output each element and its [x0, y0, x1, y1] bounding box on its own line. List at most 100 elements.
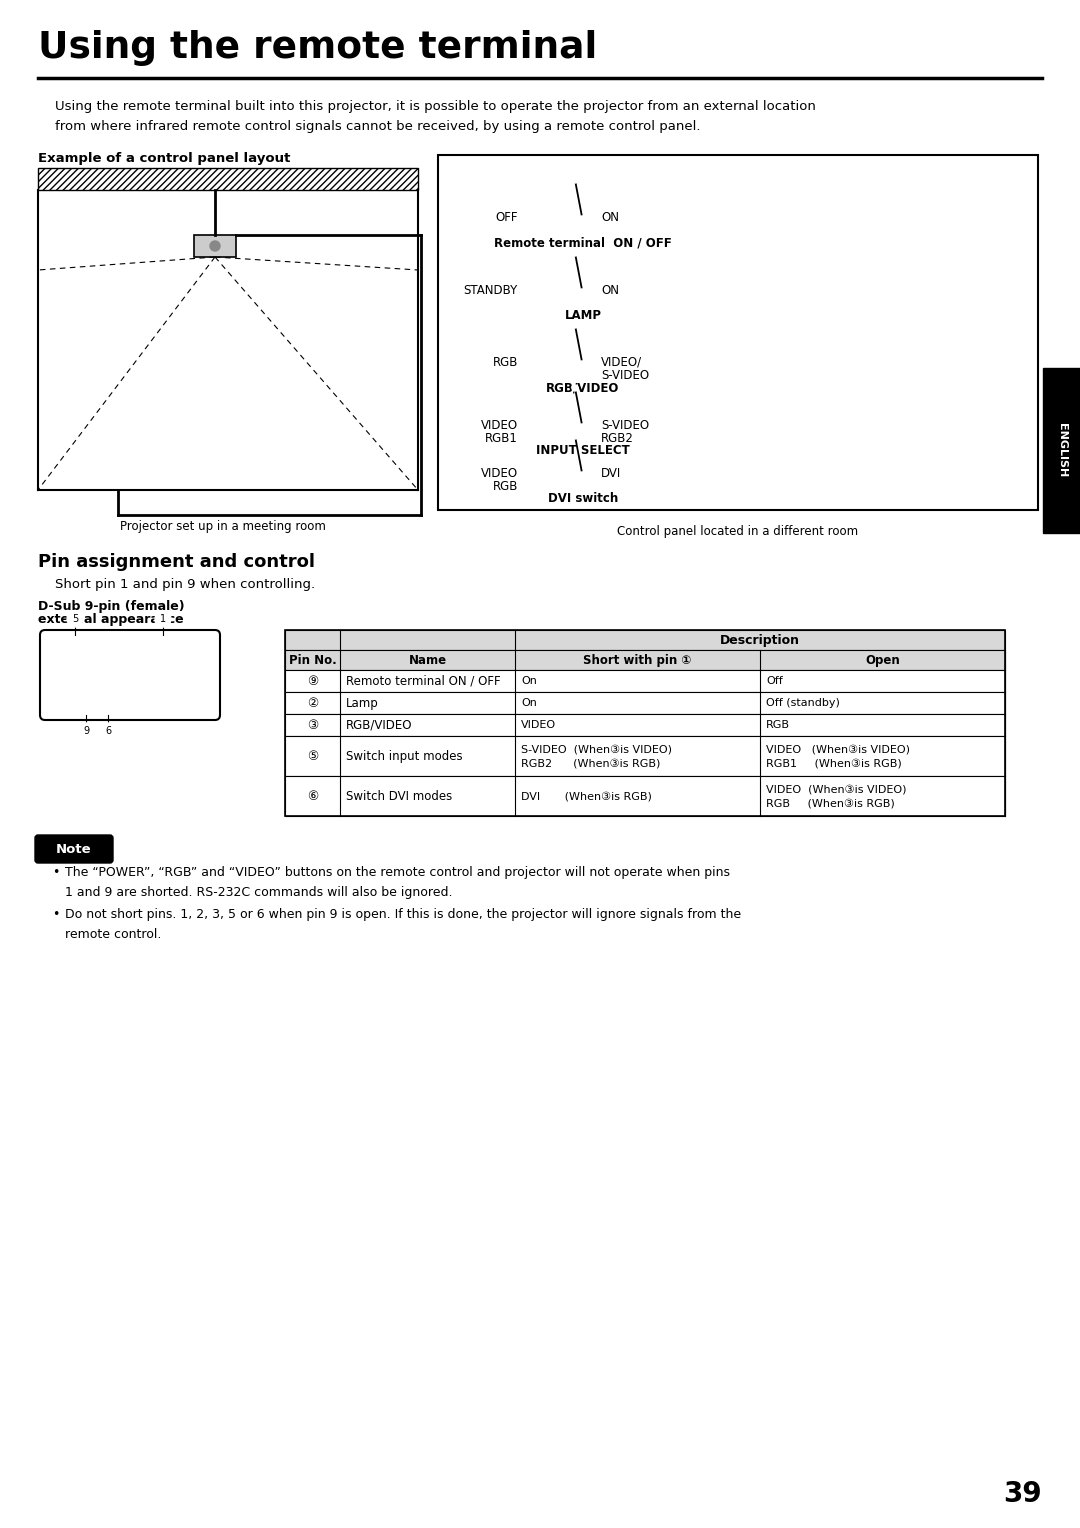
- Circle shape: [113, 654, 125, 666]
- Bar: [285, 669, 1005, 692]
- Bar: [285, 630, 1005, 816]
- Text: S-VIDEO: S-VIDEO: [600, 419, 649, 431]
- Text: ON: ON: [600, 211, 619, 223]
- Text: Do not short pins. 1, 2, 3, 5 or 6 when pin 9 is open. If this is done, the proj: Do not short pins. 1, 2, 3, 5 or 6 when …: [65, 908, 741, 941]
- Text: ⑨: ⑨: [307, 674, 319, 688]
- Circle shape: [124, 685, 136, 695]
- Bar: [285, 630, 1005, 649]
- Bar: [285, 692, 1005, 714]
- FancyBboxPatch shape: [35, 834, 113, 863]
- Circle shape: [572, 322, 578, 329]
- Text: 39: 39: [1003, 1481, 1042, 1508]
- Circle shape: [43, 652, 57, 668]
- Circle shape: [577, 289, 589, 301]
- Circle shape: [203, 683, 217, 697]
- Bar: [285, 736, 1005, 776]
- Text: Name: Name: [408, 654, 446, 666]
- Text: On: On: [521, 675, 537, 686]
- Text: RGB: RGB: [492, 480, 518, 492]
- Bar: [38, 168, 418, 189]
- Circle shape: [100, 723, 116, 740]
- Text: VIDEO   (When③is VIDEO)
RGB1     (When③is RGB): VIDEO (When③is VIDEO) RGB1 (When③is RGB): [766, 744, 910, 769]
- Text: INPUT SELECT: INPUT SELECT: [536, 445, 630, 457]
- Circle shape: [577, 472, 589, 484]
- Text: external appearance: external appearance: [38, 613, 184, 626]
- Bar: [1043, 368, 1080, 533]
- Text: Description: Description: [720, 634, 800, 646]
- Text: The “POWER”, “RGB” and “VIDEO” buttons on the remote control and projector will : The “POWER”, “RGB” and “VIDEO” buttons o…: [65, 866, 730, 898]
- Text: On: On: [521, 698, 537, 707]
- Text: RGB: RGB: [766, 720, 789, 730]
- Text: Off: Off: [766, 675, 783, 686]
- Text: RGB/VIDEO: RGB/VIDEO: [346, 718, 413, 732]
- Circle shape: [577, 361, 589, 373]
- Text: Pin No.: Pin No.: [288, 654, 336, 666]
- Bar: [285, 714, 1005, 736]
- Text: Off (standby): Off (standby): [766, 698, 840, 707]
- Text: Projector set up in a meeting room: Projector set up in a meeting room: [120, 520, 326, 533]
- Circle shape: [69, 654, 81, 666]
- Circle shape: [102, 685, 114, 695]
- Text: Using the remote terminal built into this projector, it is possible to operate t: Using the remote terminal built into thi…: [55, 99, 815, 133]
- Text: Remoto terminal ON / OFF: Remoto terminal ON / OFF: [346, 674, 501, 688]
- Circle shape: [67, 611, 83, 626]
- Bar: [285, 776, 1005, 816]
- Text: 9: 9: [83, 726, 89, 736]
- Text: RGB2: RGB2: [600, 431, 634, 445]
- Text: Example of a control panel layout: Example of a control panel layout: [38, 151, 291, 165]
- Circle shape: [91, 654, 103, 666]
- Text: •: •: [52, 908, 59, 921]
- Circle shape: [572, 177, 578, 183]
- Text: VIDEO: VIDEO: [481, 419, 518, 431]
- Circle shape: [203, 652, 217, 668]
- Circle shape: [156, 611, 171, 626]
- Text: Note: Note: [56, 842, 92, 856]
- Text: Lamp: Lamp: [346, 697, 379, 709]
- Circle shape: [80, 685, 92, 695]
- Text: Open: Open: [865, 654, 900, 666]
- Text: DVI       (When③is RGB): DVI (When③is RGB): [521, 792, 652, 801]
- Text: VIDEO/: VIDEO/: [600, 356, 643, 368]
- Text: Switch input modes: Switch input modes: [346, 750, 462, 762]
- Text: Pin assignment and control: Pin assignment and control: [38, 553, 315, 571]
- Circle shape: [157, 654, 168, 666]
- Text: S-VIDEO  (When③is VIDEO)
RGB2      (When③is RGB): S-VIDEO (When③is VIDEO) RGB2 (When③is RG…: [521, 744, 672, 769]
- Text: ③: ③: [307, 718, 319, 732]
- Text: ENGLISH: ENGLISH: [1056, 423, 1067, 478]
- Text: ⑥: ⑥: [307, 790, 319, 802]
- Text: Short with pin ①: Short with pin ①: [583, 654, 691, 666]
- Text: LAMP: LAMP: [565, 309, 602, 322]
- Text: D-Sub 9-pin (female): D-Sub 9-pin (female): [38, 601, 185, 613]
- Text: RGB1: RGB1: [485, 431, 518, 445]
- Circle shape: [572, 432, 578, 439]
- Circle shape: [78, 723, 94, 740]
- Text: •: •: [52, 866, 59, 879]
- Circle shape: [210, 241, 220, 251]
- Text: Remote terminal  ON / OFF: Remote terminal ON / OFF: [495, 235, 672, 249]
- Text: Control panel located in a different room: Control panel located in a different roo…: [618, 526, 859, 538]
- Text: 1: 1: [160, 614, 166, 623]
- Text: Short pin 1 and pin 9 when controlling.: Short pin 1 and pin 9 when controlling.: [55, 578, 315, 591]
- Text: 6: 6: [105, 726, 111, 736]
- Bar: [438, 154, 1038, 510]
- Circle shape: [135, 654, 147, 666]
- Bar: [194, 235, 237, 257]
- Bar: [285, 649, 1005, 669]
- Circle shape: [577, 215, 589, 228]
- Circle shape: [572, 251, 578, 257]
- Text: Switch DVI modes: Switch DVI modes: [346, 790, 453, 802]
- Text: DVI: DVI: [600, 466, 621, 480]
- Text: VIDEO: VIDEO: [481, 466, 518, 480]
- Text: S-VIDEO: S-VIDEO: [600, 368, 649, 382]
- Circle shape: [572, 385, 578, 391]
- FancyBboxPatch shape: [40, 630, 220, 720]
- Circle shape: [577, 423, 589, 435]
- Text: VIDEO: VIDEO: [521, 720, 556, 730]
- Text: ON: ON: [600, 284, 619, 296]
- Circle shape: [43, 683, 57, 697]
- Circle shape: [146, 685, 158, 695]
- Text: OFF: OFF: [496, 211, 518, 223]
- Text: VIDEO  (When③is VIDEO)
RGB     (When③is RGB): VIDEO (When③is VIDEO) RGB (When③is RGB): [766, 784, 906, 808]
- Text: ⑤: ⑤: [307, 750, 319, 762]
- Text: Using the remote terminal: Using the remote terminal: [38, 31, 597, 66]
